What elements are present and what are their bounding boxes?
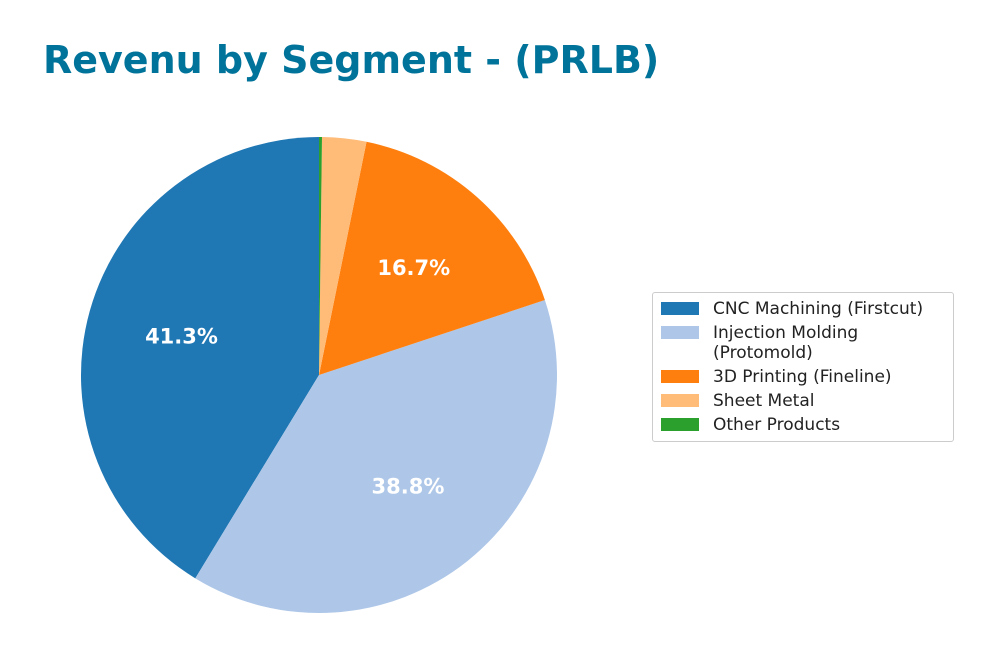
legend-label: 3D Printing (Fineline) (713, 367, 892, 387)
legend: CNC Machining (Firstcut) Injection Moldin… (652, 292, 954, 442)
legend-swatch (661, 326, 699, 339)
pie-slice-4 (319, 137, 322, 375)
legend-item: Injection Molding (Protomold) (653, 321, 953, 365)
legend-item: Other Products (653, 413, 953, 437)
legend-label: CNC Machining (Firstcut) (713, 299, 924, 319)
legend-swatch (661, 302, 699, 315)
legend-item: Sheet Metal (653, 389, 953, 413)
slice-pct-label: 16.7% (377, 256, 450, 280)
legend-swatch (661, 418, 699, 431)
chart-title: Revenu by Segment - (PRLB) (43, 38, 660, 82)
legend-label: Other Products (713, 415, 841, 435)
legend-item: 3D Printing (Fineline) (653, 365, 953, 389)
slice-pct-label: 38.8% (372, 475, 445, 499)
pie-slice-1 (195, 300, 558, 614)
pie-slice-2 (319, 141, 545, 375)
slice-pct-label: 41.3% (145, 324, 218, 348)
legend-swatch (661, 394, 699, 407)
legend-label: Sheet Metal (713, 391, 815, 411)
legend-item: CNC Machining (Firstcut) (653, 297, 953, 321)
pie-slice-0 (80, 137, 319, 579)
legend-swatch (661, 370, 699, 383)
legend-label: Injection Molding (Protomold) (713, 323, 859, 363)
pie-slice-3 (319, 137, 367, 375)
